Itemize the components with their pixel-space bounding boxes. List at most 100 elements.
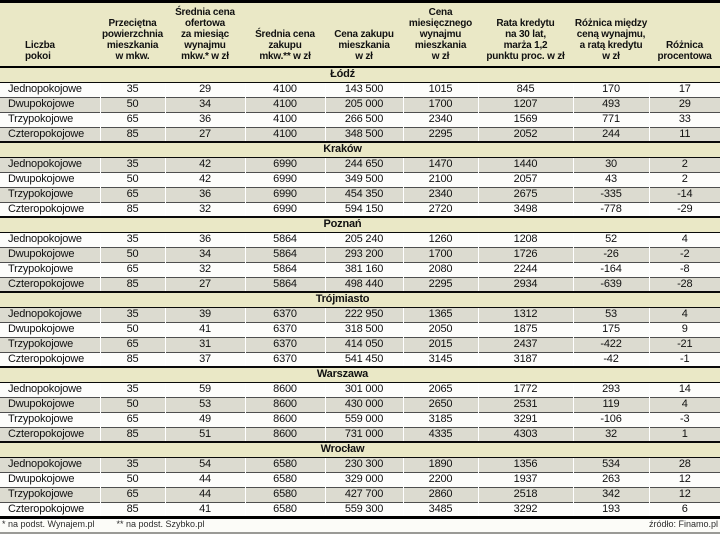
table-cell: 85: [100, 501, 166, 517]
table-cell: 4100: [245, 111, 326, 127]
table-cell: 34: [165, 96, 246, 112]
table-cell: 2295: [403, 126, 479, 142]
table-cell: 36: [165, 231, 246, 247]
table-row: Czteropokojowe 85 51 8600 731 000 4335 4303 32 1: [0, 426, 720, 442]
table-cell: 2052: [478, 126, 574, 142]
table-row: Trzypokojowe 65 44 6580 427 700 2860 2518 342 12: [0, 486, 720, 502]
table-row: Jednopokojowe 35 29 4100 143 500 1015 845 170 17: [0, 81, 720, 97]
table-footnotes: * na podst. Wynajem.pl ** na podst. Szyb…: [0, 518, 720, 534]
table-cell: -422: [573, 336, 650, 352]
table-cell: 6990: [245, 171, 326, 187]
table-body: Łódź Jednopokojowe 35 29 4100 143 500 1015 845 1…: [0, 66, 720, 517]
table-cell: 230 300: [325, 456, 404, 472]
table-cell: 12: [649, 471, 720, 487]
table-cell: 53: [165, 396, 246, 412]
room-type-cell: Czteropokojowe: [0, 501, 101, 517]
table-cell: 2340: [403, 111, 479, 127]
table-cell: 37: [165, 351, 246, 367]
table-cell: 11: [649, 126, 720, 142]
table-cell: 6580: [245, 456, 326, 472]
table-cell: 222 950: [325, 306, 404, 322]
city-section-header: Poznań: [0, 216, 720, 233]
table-cell: 3485: [403, 501, 479, 517]
city-section-header: Warszawa: [0, 366, 720, 383]
table-row: Trzypokojowe 65 32 5864 381 160 2080 2244 -164-…: [0, 261, 720, 277]
table-cell: -164: [573, 261, 650, 277]
table-cell: 42: [165, 171, 246, 187]
table-cell: 6370: [245, 306, 326, 322]
table-cell: 50: [100, 396, 166, 412]
table-cell: 6990: [245, 186, 326, 202]
room-type-cell: Trzypokojowe: [0, 186, 101, 202]
column-header: Cena zakupu mieszkania w zł: [325, 3, 403, 68]
table-cell: 29: [649, 96, 720, 112]
table-cell: 6580: [245, 501, 326, 517]
table-cell: 534: [573, 456, 650, 472]
table-cell: 6370: [245, 321, 326, 337]
table-cell: 430 000: [325, 396, 404, 412]
column-header: Średnia cena ofertowa za miesiąc wynajmu…: [165, 3, 245, 68]
table-cell: 51: [165, 426, 246, 442]
table-cell: -42: [573, 351, 650, 367]
table-row: Czteropokojowe 85 27 4100 348 500 2295 2052 244…: [0, 126, 720, 142]
table-cell: 1356: [478, 456, 574, 472]
table-cell: 2518: [478, 486, 574, 502]
table-cell: 541 450: [325, 351, 404, 367]
table-row: Czteropokojowe 85 41 6580 559 300 3485 3292 193…: [0, 501, 720, 517]
table-cell: 44: [165, 486, 246, 502]
column-header: Przeciętna powierzchnia mieszkania w mkw…: [100, 3, 165, 68]
table-cell: 2015: [403, 336, 479, 352]
table-cell: 2057: [478, 171, 574, 187]
table-cell: 4: [649, 396, 720, 412]
room-type-cell: Jednopokojowe: [0, 306, 101, 322]
table-cell: -29: [649, 201, 720, 217]
city-section-header: Trójmiasto: [0, 291, 720, 308]
table-cell: 36: [165, 186, 246, 202]
table-cell: -26: [573, 246, 650, 262]
table-cell: 6580: [245, 486, 326, 502]
table-cell: 2720: [403, 201, 479, 217]
table-cell: 3187: [478, 351, 574, 367]
table-cell: 50: [100, 471, 166, 487]
table-cell: 54: [165, 456, 246, 472]
table-cell: 1726: [478, 246, 574, 262]
room-type-cell: Czteropokojowe: [0, 201, 101, 217]
table-cell: 65: [100, 186, 166, 202]
table-cell: 9: [649, 321, 720, 337]
table-cell: 1365: [403, 306, 479, 322]
table-cell: 293 200: [325, 246, 404, 262]
table-cell: -639: [573, 276, 650, 292]
table-cell: 2200: [403, 471, 479, 487]
table-cell: 4: [649, 231, 720, 247]
table-cell: 771: [573, 111, 650, 127]
table-row: Jednopokojowe 35 42 6990 244 650 1470 1440 30 2: [0, 156, 720, 172]
table-cell: 348 500: [325, 126, 404, 142]
table-cell: 1772: [478, 381, 574, 397]
table-cell: 50: [100, 246, 166, 262]
table-row: Jednopokojowe 35 54 6580 230 300 1890 1356 534 2…: [0, 456, 720, 472]
table-cell: 36: [165, 111, 246, 127]
table-cell: 65: [100, 486, 166, 502]
table-cell: 39: [165, 306, 246, 322]
table-cell: 35: [100, 381, 166, 397]
table-cell: 1700: [403, 96, 479, 112]
table-cell: 34: [165, 246, 246, 262]
table-cell: 4100: [245, 126, 326, 142]
table-cell: 498 440: [325, 276, 404, 292]
table-cell: 35: [100, 306, 166, 322]
table-cell: 12: [649, 486, 720, 502]
table-cell: 3185: [403, 411, 479, 427]
table-cell: 85: [100, 126, 166, 142]
table-cell: 65: [100, 111, 166, 127]
room-type-cell: Czteropokojowe: [0, 426, 101, 442]
table-cell: 205 240: [325, 231, 404, 247]
table-row: Jednopokojowe 35 36 5864 205 240 1260 1208 52 4: [0, 231, 720, 247]
table-cell: 3291: [478, 411, 574, 427]
table-cell: 2340: [403, 186, 479, 202]
table-row: Trzypokojowe 65 36 6990 454 350 2340 2675 -335-…: [0, 186, 720, 202]
table-row: Jednopokojowe 35 39 6370 222 950 1365 1312 53 4: [0, 306, 720, 322]
table-cell: 44: [165, 471, 246, 487]
city-name: Kraków: [0, 141, 720, 158]
table-cell: 5864: [245, 246, 326, 262]
table-cell: 244: [573, 126, 650, 142]
